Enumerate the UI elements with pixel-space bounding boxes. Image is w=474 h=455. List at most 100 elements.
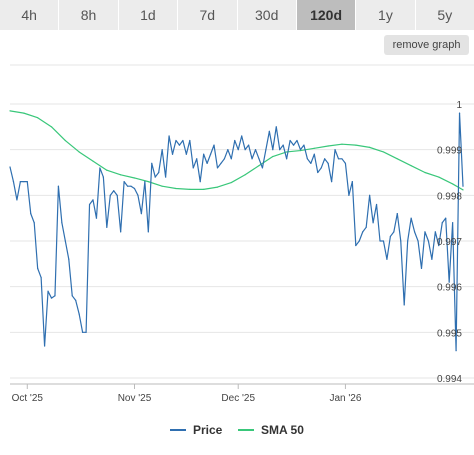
- price-point: [82, 331, 84, 333]
- price-point: [158, 171, 160, 174]
- price-point: [261, 167, 264, 169]
- y-tick-label: 0.994: [437, 374, 462, 385]
- price-point: [144, 181, 146, 183]
- price-point: [171, 153, 174, 155]
- price-point: [237, 149, 239, 151]
- price-point: [445, 217, 447, 219]
- sma-point: [161, 185, 163, 187]
- price-point: [317, 171, 319, 174]
- price-point: [362, 231, 364, 233]
- x-tick-label: Oct '25: [12, 393, 44, 404]
- price-point: [209, 153, 212, 155]
- price-point: [199, 181, 201, 183]
- price-point: [275, 126, 277, 128]
- sma-point: [410, 165, 412, 167]
- price-point: [40, 276, 42, 279]
- legend-item-price[interactable]: Price: [170, 420, 222, 440]
- price-point: [324, 158, 326, 160]
- tab-1d[interactable]: 1d: [118, 0, 179, 30]
- price-point: [99, 167, 101, 169]
- sma-point: [175, 187, 177, 190]
- tab-8h[interactable]: 8h: [59, 0, 119, 30]
- x-tick-label: Nov '25: [118, 393, 152, 404]
- price-point: [313, 153, 315, 155]
- legend-price-swatch: [170, 429, 186, 431]
- price-point: [248, 144, 250, 146]
- sma-point: [120, 174, 122, 176]
- price-point: [351, 181, 353, 183]
- price-point: [348, 194, 350, 196]
- price-point: [213, 144, 215, 146]
- legend-sma-swatch: [238, 429, 254, 431]
- price-point: [88, 203, 91, 206]
- y-axis: 1 0.999 0.998 0.997 0.996 0.995 0.994: [437, 100, 462, 385]
- y-tick-label: 0.996: [437, 283, 462, 294]
- remove-graph-button[interactable]: remove graph: [384, 35, 469, 55]
- price-point: [50, 297, 53, 299]
- sma-point: [106, 169, 108, 171]
- price-point: [452, 222, 454, 224]
- tab-1y[interactable]: 1y: [356, 0, 416, 30]
- price-point: [337, 158, 340, 160]
- price-point: [438, 244, 440, 247]
- sma-layer: [9, 110, 464, 191]
- price-point: [448, 281, 450, 283]
- sma-point: [216, 186, 219, 188]
- tab-120d[interactable]: 120d: [296, 0, 357, 30]
- price-point: [123, 181, 125, 183]
- price-point: [165, 176, 167, 178]
- tab-7d[interactable]: 7d: [178, 0, 238, 30]
- price-point: [455, 350, 457, 352]
- price-point: [334, 149, 336, 151]
- legend-price-label: Price: [193, 423, 223, 437]
- sma-point: [369, 146, 371, 148]
- price-point: [396, 213, 398, 215]
- price-point: [19, 181, 21, 183]
- price-point: [230, 158, 232, 160]
- sma-point: [438, 176, 440, 178]
- sma-point: [203, 188, 205, 190]
- price-point: [341, 158, 343, 160]
- price-point: [355, 244, 357, 247]
- price-point: [216, 167, 219, 169]
- tab-4h[interactable]: 4h: [0, 0, 60, 30]
- sma-point: [396, 158, 398, 160]
- price-point: [9, 166, 11, 168]
- price-point: [43, 345, 46, 347]
- price-point: [403, 304, 405, 306]
- price-point: [220, 162, 222, 164]
- price-line: [9, 112, 464, 352]
- price-point: [303, 144, 305, 146]
- price-point: [386, 258, 388, 260]
- price-point: [424, 231, 426, 233]
- price-point: [175, 139, 177, 142]
- sma-point: [64, 139, 66, 142]
- price-point: [71, 295, 73, 297]
- tab-30d[interactable]: 30d: [237, 0, 297, 30]
- price-point: [61, 222, 63, 224]
- price-point: [265, 149, 267, 151]
- sma-point: [462, 189, 464, 191]
- price-point: [68, 258, 70, 260]
- price-point: [54, 295, 56, 297]
- price-point: [420, 267, 423, 269]
- price-point: [12, 181, 15, 183]
- sma-point: [244, 174, 246, 176]
- price-point: [296, 139, 298, 142]
- price-point: [185, 153, 187, 155]
- price-point: [75, 299, 77, 301]
- price-point: [400, 240, 402, 242]
- price-point: [292, 144, 295, 146]
- price-point: [26, 181, 28, 183]
- price-point: [120, 231, 122, 233]
- legend-item-sma[interactable]: SMA 50: [238, 420, 304, 440]
- x-axis: Oct '25 Nov '25 Dec '25 Jan '26: [12, 384, 362, 404]
- chart-grid: [10, 64, 474, 385]
- price-point: [299, 149, 302, 151]
- sma-point: [133, 177, 136, 179]
- price-point: [92, 199, 94, 201]
- sma-point: [37, 117, 39, 119]
- price-point: [458, 112, 461, 114]
- price-point: [431, 258, 433, 260]
- tab-5y[interactable]: 5y: [415, 0, 474, 30]
